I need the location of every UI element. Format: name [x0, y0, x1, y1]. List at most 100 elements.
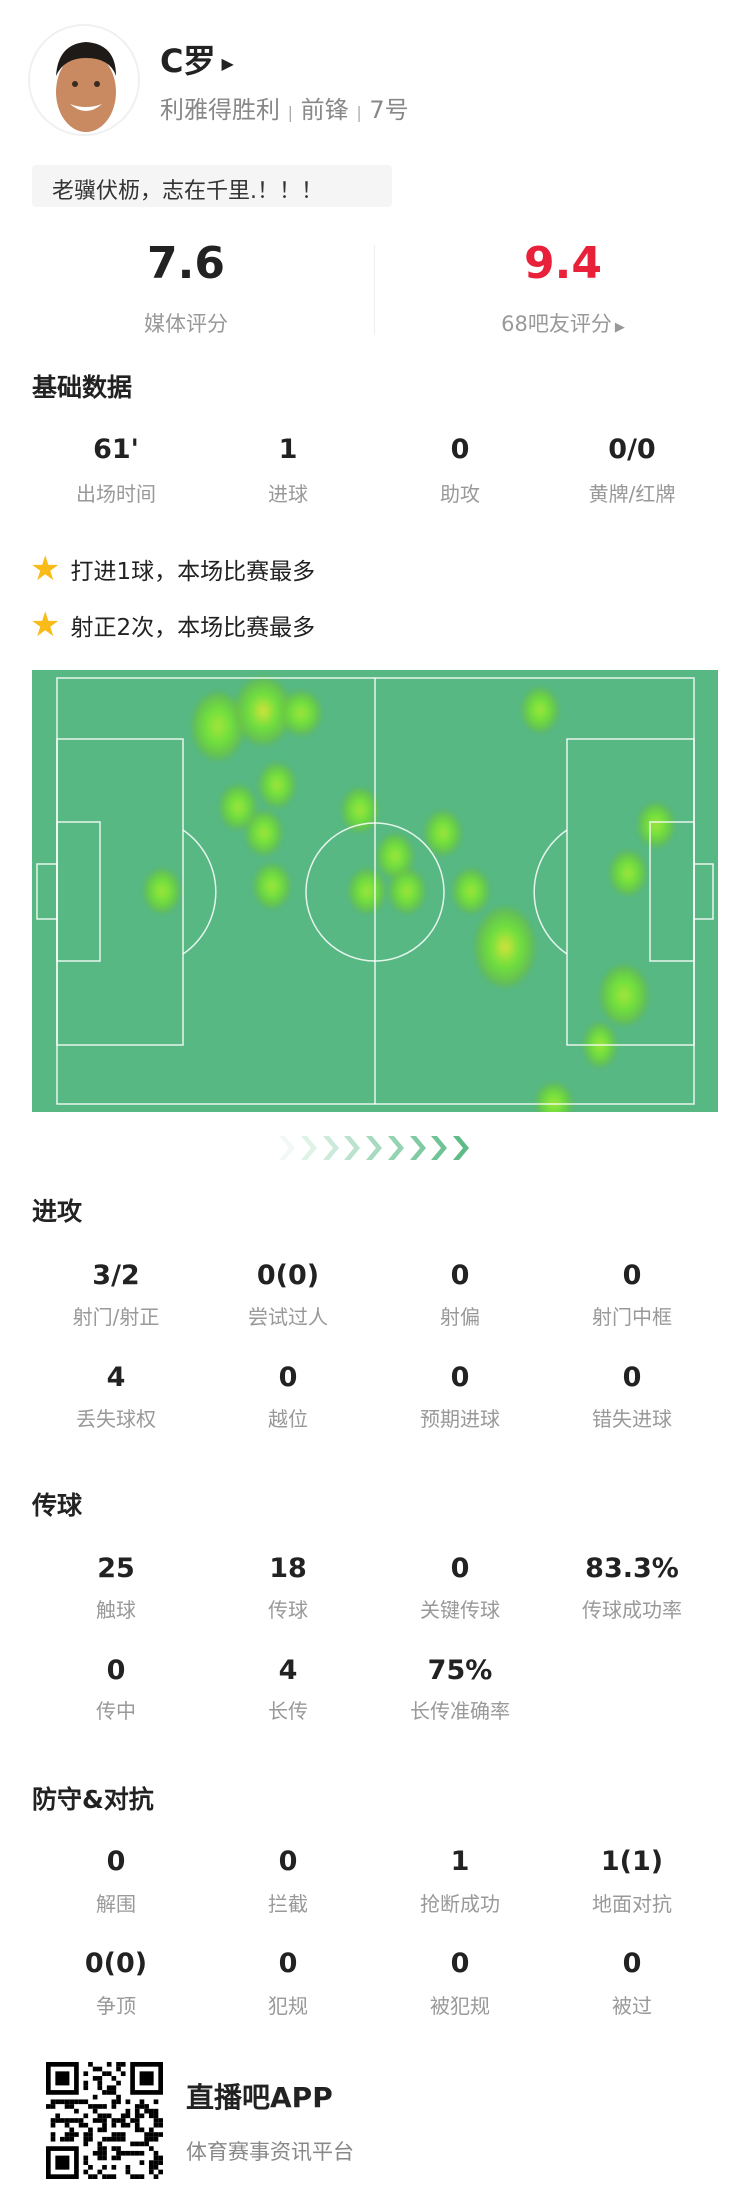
- stat-value: 0: [622, 1948, 642, 1979]
- stat-value: 0: [450, 1362, 470, 1393]
- stat-label: 射门中框: [592, 1305, 672, 1329]
- heat-spot: [522, 688, 558, 732]
- chevron-right-icon: [387, 1136, 404, 1160]
- stat-label: 触球: [96, 1598, 136, 1622]
- player-quote: 老骥伏枥，志在千里.！！！: [32, 165, 392, 207]
- heat-spot: [638, 803, 674, 847]
- heat-spot: [281, 691, 321, 735]
- player-number: 7号: [369, 96, 409, 124]
- pitch-lines: [36, 677, 714, 1105]
- stat-value: 4: [278, 1655, 298, 1686]
- stat-value: 0: [450, 1260, 470, 1291]
- highlight-text: 打进1球，本场比赛最多: [70, 559, 316, 585]
- stat-label: 射偏: [440, 1305, 480, 1329]
- stat-label: 预期进球: [420, 1407, 500, 1431]
- stat-value: 0(0): [256, 1260, 320, 1291]
- stat-value: 3/2: [92, 1260, 140, 1291]
- fan-rating-value: 9.4: [524, 238, 602, 289]
- stat-label: 犯规: [268, 1994, 308, 2018]
- stat-value: 18: [269, 1553, 307, 1584]
- heatmap-pitch: [32, 670, 718, 1112]
- stat-value: 0: [450, 1948, 470, 1979]
- stat-label: 出场时间: [76, 482, 156, 506]
- stat-value: 0: [622, 1362, 642, 1393]
- stat-label: 传球: [268, 1598, 308, 1622]
- app-name: 直播吧APP: [186, 2081, 333, 2114]
- heat-spot: [536, 1083, 572, 1112]
- stat-label: 拦截: [268, 1892, 308, 1916]
- player-name: C罗: [160, 42, 216, 80]
- stat-value: 0: [622, 1260, 642, 1291]
- media-rating-value: 7.6: [147, 238, 225, 289]
- stat-label: 被犯规: [430, 1994, 490, 2018]
- stat-label: 越位: [268, 1407, 308, 1431]
- heat-spot: [610, 851, 646, 895]
- chevron-right-icon: [431, 1136, 448, 1160]
- highlight-text: 射正2次，本场比赛最多: [70, 615, 316, 641]
- stat-label: 抢断成功: [420, 1892, 500, 1916]
- stat-label: 尝试过人: [248, 1305, 328, 1329]
- stat-label: 传球成功率: [582, 1598, 682, 1622]
- player-name-link[interactable]: C罗 ▶: [160, 36, 234, 82]
- stat-value: 0: [450, 434, 470, 465]
- heat-spot: [144, 869, 180, 913]
- qr-code: [46, 2062, 163, 2179]
- stat-value: 83.3%: [585, 1553, 679, 1584]
- section-title-attack: 进攻: [32, 1197, 83, 1226]
- heat-spot: [425, 811, 461, 855]
- stat-value: 1: [450, 1846, 470, 1877]
- player-avatar: [28, 24, 140, 136]
- chevron-right-icon: [409, 1136, 426, 1160]
- stat-value: 4: [106, 1362, 126, 1393]
- section-title-passing: 传球: [32, 1491, 83, 1520]
- section-title-defense: 防守&对抗: [32, 1785, 154, 1814]
- attack-direction-arrows: [277, 1132, 473, 1164]
- stat-value: 0: [278, 1948, 298, 1979]
- stat-label: 进球: [268, 482, 308, 506]
- stat-value: 0: [278, 1846, 298, 1877]
- triangle-right-icon: ▶: [221, 53, 234, 73]
- highlight-item: ★ 射正2次，本场比赛最多: [30, 608, 315, 642]
- stat-label: 长传: [268, 1699, 308, 1723]
- fan-rating-label: 68吧友评分: [501, 312, 612, 336]
- player-position: 前锋: [300, 96, 349, 124]
- heat-spot: [349, 869, 385, 913]
- separator: |: [356, 103, 362, 122]
- chevron-right-icon: [344, 1136, 361, 1160]
- stat-value: 0: [278, 1362, 298, 1393]
- stat-value: 0/0: [608, 434, 656, 465]
- stat-value: 0(0): [84, 1948, 148, 1979]
- stat-label: 地面对抗: [592, 1892, 672, 1916]
- heat-spot: [246, 811, 282, 855]
- highlight-item: ★ 打进1球，本场比赛最多: [30, 552, 315, 586]
- stat-value: 0: [106, 1846, 126, 1877]
- chevron-right-icon: [366, 1136, 383, 1160]
- heat-spot: [453, 869, 489, 913]
- star-icon: ★: [30, 605, 61, 645]
- player-info: 利雅得胜利 | 前锋 | 7号: [160, 90, 409, 125]
- stat-label: 争顶: [96, 1994, 136, 2018]
- stat-value: 1: [278, 434, 298, 465]
- chevron-right-icon: [279, 1136, 295, 1160]
- stat-value: 1(1): [600, 1846, 664, 1877]
- chevron-right-icon: [300, 1136, 317, 1160]
- heat-spot: [389, 869, 425, 913]
- stat-value: 25: [97, 1553, 135, 1584]
- stat-label: 长传准确率: [410, 1699, 510, 1723]
- stat-label: 丢失球权: [76, 1407, 156, 1431]
- stat-value: 0: [106, 1655, 126, 1686]
- stat-label: 解围: [96, 1892, 136, 1916]
- stat-label: 传中: [96, 1699, 136, 1723]
- stat-label: 被过: [612, 1994, 652, 2018]
- stat-value: 75%: [427, 1655, 493, 1686]
- star-icon: ★: [30, 549, 61, 589]
- section-title-basic: 基础数据: [32, 373, 133, 402]
- stat-label: 射门/射正: [72, 1305, 160, 1329]
- app-tagline: 体育赛事资讯平台: [186, 2140, 354, 2164]
- stat-label: 助攻: [440, 482, 480, 506]
- stat-value: 0: [450, 1553, 470, 1584]
- fan-rating-link[interactable]: 68吧友评分 ▶: [433, 308, 693, 338]
- chevron-right-icon: [453, 1136, 470, 1160]
- triangle-right-icon: ▶: [614, 320, 625, 335]
- stat-label: 关键传球: [420, 1598, 500, 1622]
